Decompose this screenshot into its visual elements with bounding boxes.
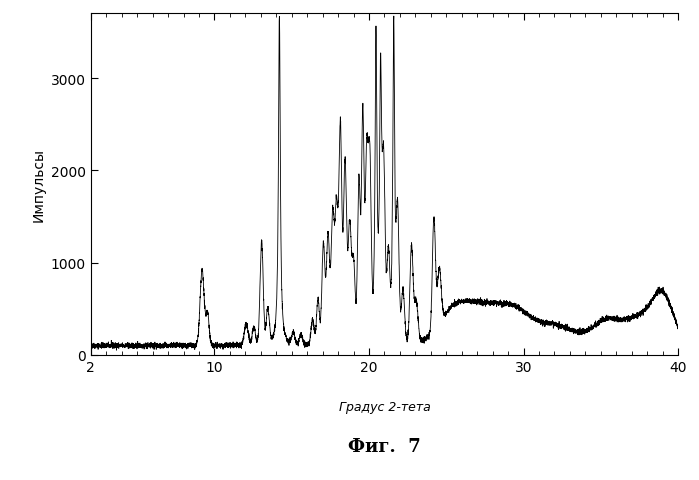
Text: Градус 2-тета: Градус 2-тета: [338, 400, 431, 413]
Text: Фиг.  7: Фиг. 7: [348, 437, 421, 455]
Y-axis label: Импульсы: Импульсы: [31, 148, 45, 222]
